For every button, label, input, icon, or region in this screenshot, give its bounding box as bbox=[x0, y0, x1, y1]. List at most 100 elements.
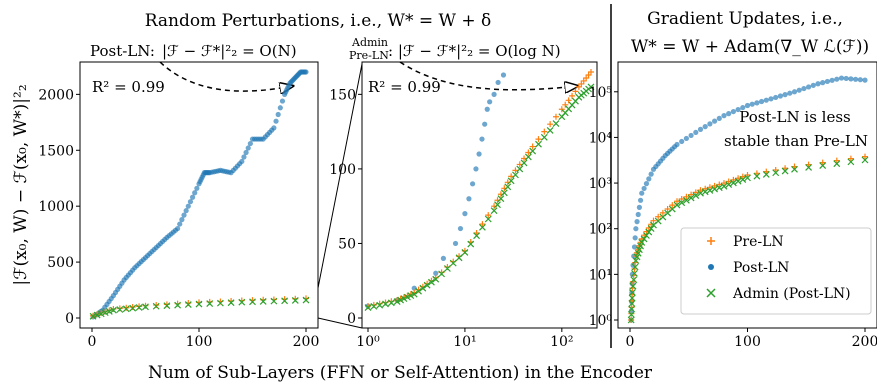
data-point-admin bbox=[833, 160, 841, 168]
data-point-post-ln bbox=[801, 85, 807, 92]
data-point-post-ln bbox=[843, 75, 849, 82]
data-point-admin bbox=[122, 305, 130, 313]
data-point-post-ln bbox=[773, 94, 779, 101]
data-point-admin bbox=[415, 287, 422, 295]
data-point-post-ln bbox=[702, 124, 708, 130]
data-point-pre-ln bbox=[862, 153, 868, 160]
data-point-post-ln bbox=[683, 135, 690, 142]
data-point-admin bbox=[449, 259, 457, 267]
data-point-admin bbox=[682, 196, 690, 204]
data-point-post-ln bbox=[639, 190, 645, 196]
data-point-post-ln bbox=[175, 225, 181, 232]
data-point-post-ln bbox=[820, 79, 826, 86]
data-point-post-ln bbox=[787, 90, 793, 96]
x-tick-label: 100 bbox=[186, 334, 213, 350]
data-point-post-ln bbox=[457, 225, 464, 232]
data-point-post-ln bbox=[641, 185, 647, 192]
data-point-pre-ln bbox=[628, 310, 635, 317]
y-tick-label: 500 bbox=[47, 255, 74, 271]
x-tick-label: 200 bbox=[852, 334, 877, 350]
data-point-post-ln bbox=[754, 100, 760, 106]
data-point-pre-ln bbox=[485, 212, 492, 219]
legend-label: Pre-LN bbox=[733, 234, 784, 250]
data-point-admin bbox=[628, 289, 636, 296]
y-tick-label: 100 bbox=[329, 162, 356, 178]
admin-arrow bbox=[399, 61, 578, 90]
data-point-pre-ln bbox=[129, 304, 136, 311]
data-point-post-ln bbox=[179, 217, 185, 223]
y-tick-label: 2000 bbox=[38, 87, 74, 103]
data-point-post-ln bbox=[491, 91, 497, 97]
data-point-admin bbox=[847, 158, 855, 166]
data-point-admin bbox=[678, 199, 686, 207]
data-point-pre-ln bbox=[721, 180, 727, 187]
data-point-pre-ln bbox=[552, 113, 559, 120]
legend-marker-pre-ln bbox=[707, 237, 715, 245]
data-point-admin bbox=[129, 304, 137, 312]
data-point-post-ln bbox=[239, 158, 245, 165]
y-tick-label: 10² bbox=[589, 222, 612, 238]
data-point-post-ln bbox=[810, 82, 816, 88]
data-point-post-ln bbox=[763, 97, 769, 103]
y-tick-label: 150 bbox=[329, 87, 356, 103]
data-point-admin bbox=[627, 316, 635, 324]
data-point-post-ln bbox=[275, 111, 281, 118]
data-point-admin bbox=[715, 184, 723, 192]
y-tick-label: 50 bbox=[338, 236, 356, 252]
data-point-post-ln bbox=[806, 84, 812, 90]
data-point-post-ln bbox=[648, 171, 654, 177]
data-point-post-ln bbox=[452, 240, 459, 247]
data-point-post-ln bbox=[484, 106, 490, 112]
data-point-admin bbox=[819, 162, 827, 170]
data-point-post-ln bbox=[853, 76, 859, 82]
data-point-pre-ln bbox=[805, 161, 812, 168]
data-point-admin bbox=[706, 187, 714, 194]
data-point-admin bbox=[524, 153, 532, 161]
data-point-pre-ln bbox=[692, 189, 699, 196]
data-point-admin bbox=[291, 297, 299, 304]
data-point-admin bbox=[628, 305, 636, 313]
data-point-admin bbox=[473, 232, 481, 240]
data-point-pre-ln bbox=[562, 101, 569, 108]
legend-box bbox=[680, 227, 872, 315]
data-point-post-ln bbox=[721, 113, 727, 119]
data-point-post-ln bbox=[473, 166, 479, 172]
data-point-post-ln bbox=[726, 111, 732, 117]
data-point-pre-ln bbox=[123, 304, 130, 311]
x-tick-label: 200 bbox=[293, 334, 320, 350]
data-point-post-ln bbox=[185, 203, 191, 209]
admin-name-top: Admin bbox=[351, 36, 388, 49]
data-point-admin bbox=[443, 265, 451, 272]
panel-frame bbox=[361, 61, 598, 329]
data-point-admin bbox=[397, 296, 405, 304]
data-point-pre-ln bbox=[706, 184, 713, 191]
data-point-admin bbox=[455, 254, 463, 262]
data-point-pre-ln bbox=[535, 136, 542, 143]
data-point-post-ln bbox=[271, 125, 277, 131]
data-point-admin bbox=[281, 297, 289, 305]
data-point-post-ln bbox=[646, 176, 652, 182]
y-tick-label: 10⁴ bbox=[589, 130, 613, 146]
data-point-pre-ln bbox=[142, 302, 149, 309]
y-tick-label: 10¹ bbox=[589, 267, 612, 283]
data-point-admin bbox=[628, 300, 636, 307]
data-point-admin bbox=[762, 171, 770, 178]
data-point-post-ln bbox=[181, 212, 187, 218]
data-point-post-ln bbox=[433, 270, 439, 276]
y-tick-label: 0 bbox=[347, 311, 356, 327]
data-point-admin bbox=[729, 179, 737, 187]
data-point-admin bbox=[701, 188, 709, 196]
data-point-pre-ln bbox=[541, 128, 548, 135]
data-point-post-ln bbox=[495, 79, 501, 86]
data-point-pre-ln bbox=[833, 157, 840, 164]
data-point-pre-ln bbox=[479, 221, 486, 228]
data-point-post-ln bbox=[862, 77, 868, 83]
right-title-line2: W* = W + Adam(∇_W ℒ(ℱ)) bbox=[631, 37, 869, 57]
data-point-admin bbox=[216, 299, 224, 307]
data-point-pre-ln bbox=[730, 176, 737, 183]
data-point-pre-ln bbox=[153, 302, 160, 309]
data-point-admin bbox=[163, 302, 171, 310]
data-point-pre-ln bbox=[683, 193, 690, 200]
data-point-pre-ln bbox=[588, 69, 594, 75]
data-point-admin bbox=[861, 156, 869, 164]
